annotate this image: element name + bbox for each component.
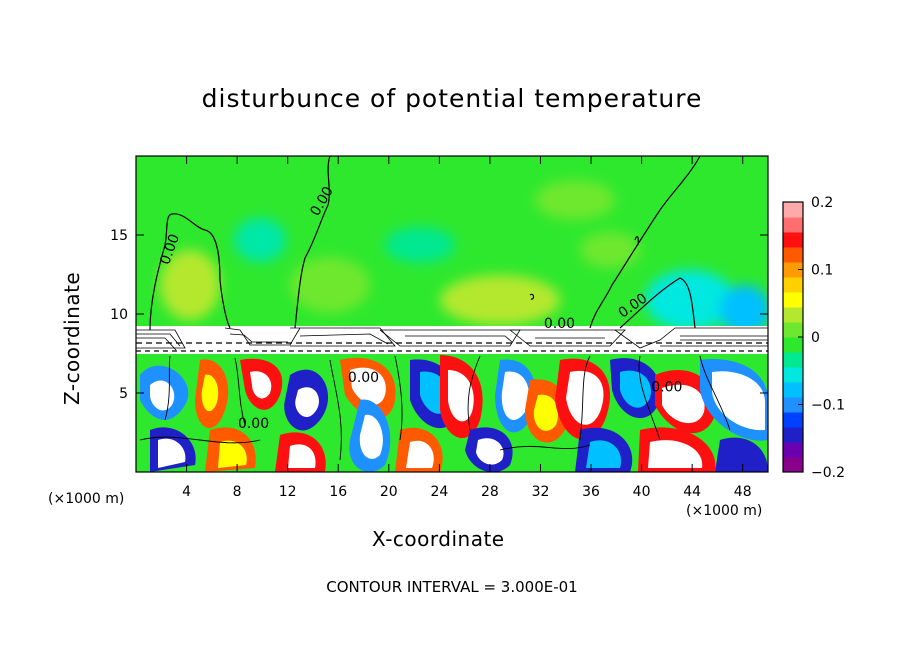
colorbar-cell xyxy=(783,307,803,323)
contour-label: 0.00 xyxy=(348,370,379,386)
upper-layer-patches xyxy=(160,180,768,335)
colorbar-cell xyxy=(783,457,803,473)
x-tick-label: 8 xyxy=(233,484,242,500)
x-tick-label: 28 xyxy=(481,484,499,500)
colorbar-cell xyxy=(783,232,803,248)
x-tick-label: 20 xyxy=(380,484,398,500)
z-unit-label: (×1000 m) xyxy=(48,491,125,507)
y-tick-label: 10 xyxy=(110,307,128,323)
colorbar-cell xyxy=(783,412,803,428)
contour-label: 0.00 xyxy=(544,316,575,332)
y-tick-label: 15 xyxy=(110,228,128,244)
colorbar-cell xyxy=(783,247,803,263)
y-axis-label: Z-coordinate xyxy=(60,271,84,405)
x-tick-label: 36 xyxy=(582,484,600,500)
contour-label: 0.00 xyxy=(238,416,269,432)
colorbar-cell xyxy=(783,217,803,233)
x-tick-label: 40 xyxy=(633,484,651,500)
colorbar-cell xyxy=(783,367,803,383)
x-tick-label: 16 xyxy=(329,484,347,500)
colorbar-tick-label: −0.1 xyxy=(811,398,845,414)
x-tick-label: 4 xyxy=(182,484,191,500)
x-tick-label: 12 xyxy=(279,484,297,500)
x-unit-label: (×1000 m) xyxy=(686,503,763,519)
colorbar-cell xyxy=(783,202,803,218)
colorbar-cell xyxy=(783,352,803,368)
colorbar: 0.2 0.1 0 −0.1 −0.2 xyxy=(782,195,845,481)
x-tick-label: 24 xyxy=(430,484,448,500)
x-tick-label: 44 xyxy=(683,484,701,500)
x-tick-label: 48 xyxy=(734,484,752,500)
colorbar-tick-label: −0.2 xyxy=(811,465,845,481)
plot-area xyxy=(136,156,768,472)
colorbar-cell xyxy=(783,277,803,293)
colorbar-cell xyxy=(783,397,803,413)
lower-layer-contours xyxy=(139,355,731,461)
y-axis: 5 10 15 xyxy=(110,228,768,402)
colorbar-tick-label: 0.2 xyxy=(811,195,833,211)
chart-title: disturbunce of potential temperature xyxy=(201,84,703,113)
x-axis-label: X-coordinate xyxy=(372,527,505,551)
colorbar-tick-label: 0 xyxy=(811,330,820,346)
colorbar-cell xyxy=(783,337,803,353)
middle-band xyxy=(136,326,768,354)
colorbar-tick-label: 0.1 xyxy=(811,263,833,279)
x-tick-label: 32 xyxy=(532,484,550,500)
colorbar-cell xyxy=(783,427,803,443)
lower-layer-swirls xyxy=(140,355,768,472)
contour-interval-note: CONTOUR INTERVAL = 3.000E-01 xyxy=(326,578,578,596)
colorbar-cell xyxy=(783,382,803,398)
y-tick-label: 5 xyxy=(119,386,128,402)
colorbar-cell xyxy=(783,292,803,308)
upper-contours xyxy=(149,156,701,331)
colorbar-cell xyxy=(783,442,803,458)
colorbar-cell xyxy=(783,322,803,338)
colorbar-cell xyxy=(783,262,803,278)
x-axis: 4 8 12 16 20 24 28 32 36 40 44 48 xyxy=(182,156,752,500)
contour-label: 0.00 xyxy=(651,379,682,395)
middle-band-contours xyxy=(136,327,768,351)
